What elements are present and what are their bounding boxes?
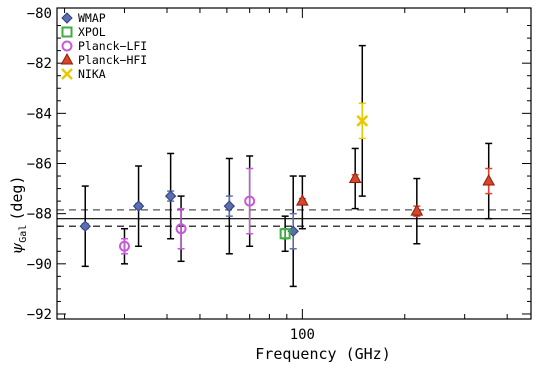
y-axis-label-subscript: Gal <box>18 225 29 243</box>
data-point-planck-hfi <box>482 174 496 186</box>
series-wmap <box>79 152 299 288</box>
legend-marker-planck-lfi <box>61 40 73 52</box>
y-tick-label: −84 <box>27 106 52 122</box>
y-tick-label: −88 <box>27 207 52 223</box>
y-axis-label-symbol: ψ <box>8 242 26 254</box>
data-point-planck-hfi <box>410 204 424 216</box>
legend-marker-xpol <box>61 26 73 38</box>
data-marks <box>79 44 496 288</box>
series-nika <box>356 44 369 197</box>
data-point-planck-lfi <box>118 240 130 252</box>
legend-entry-xpol: XPOL <box>61 25 106 39</box>
axis-ticks: −80 −82 −84 −86 −88 −90 −92 100 <box>27 6 531 343</box>
legend-entry-nika: NIKA <box>61 67 106 81</box>
data-point-wmap <box>223 200 236 212</box>
y-tick-label: −90 <box>27 257 52 273</box>
data-point-wmap <box>132 200 145 212</box>
data-point-planck-lfi <box>244 195 256 207</box>
y-axis-label-unit: (deg) <box>8 176 26 221</box>
data-point-planck-hfi <box>348 171 362 184</box>
legend-label-xpol: XPOL <box>78 25 106 39</box>
legend-entry-planck-hfi: Planck−HFI <box>60 52 147 67</box>
data-point-wmap <box>164 190 177 202</box>
legend-label-planck-hfi: Planck−HFI <box>78 53 147 67</box>
legend-entry-planck-lfi: Planck−LFI <box>61 39 147 53</box>
y-tick-label: −82 <box>27 56 52 72</box>
legend-label-planck-lfi: Planck−LFI <box>78 39 147 53</box>
legend-entry-wmap: WMAP <box>61 11 106 25</box>
reference-lines <box>57 209 531 227</box>
y-tick-label: −92 <box>27 307 52 323</box>
legend-label-nika: NIKA <box>78 67 106 81</box>
legend-marker-planck-hfi <box>60 52 74 65</box>
x-marker-stroke <box>356 114 369 127</box>
data-point-planck-hfi <box>296 194 309 206</box>
series-planck-lfi <box>118 155 256 265</box>
legend-marker-wmap <box>61 12 73 24</box>
y-tick-label: −86 <box>27 157 52 173</box>
series-planck-hfi <box>296 142 496 245</box>
x-marker-stroke <box>61 68 73 80</box>
legend-label-wmap: WMAP <box>78 11 106 25</box>
legend-marker-nika <box>61 68 73 80</box>
y-tick-label: −80 <box>27 6 52 22</box>
y-axis-label: ψGal (deg) <box>8 176 29 255</box>
data-point-wmap <box>79 220 91 232</box>
data-point-nika <box>356 114 369 127</box>
data-point-xpol <box>279 228 291 240</box>
x-tick-label: 100 <box>290 327 315 343</box>
x-axis-label: Frequency (GHz) <box>255 345 390 363</box>
data-point-planck-lfi <box>175 223 187 235</box>
series-xpol <box>279 215 291 253</box>
